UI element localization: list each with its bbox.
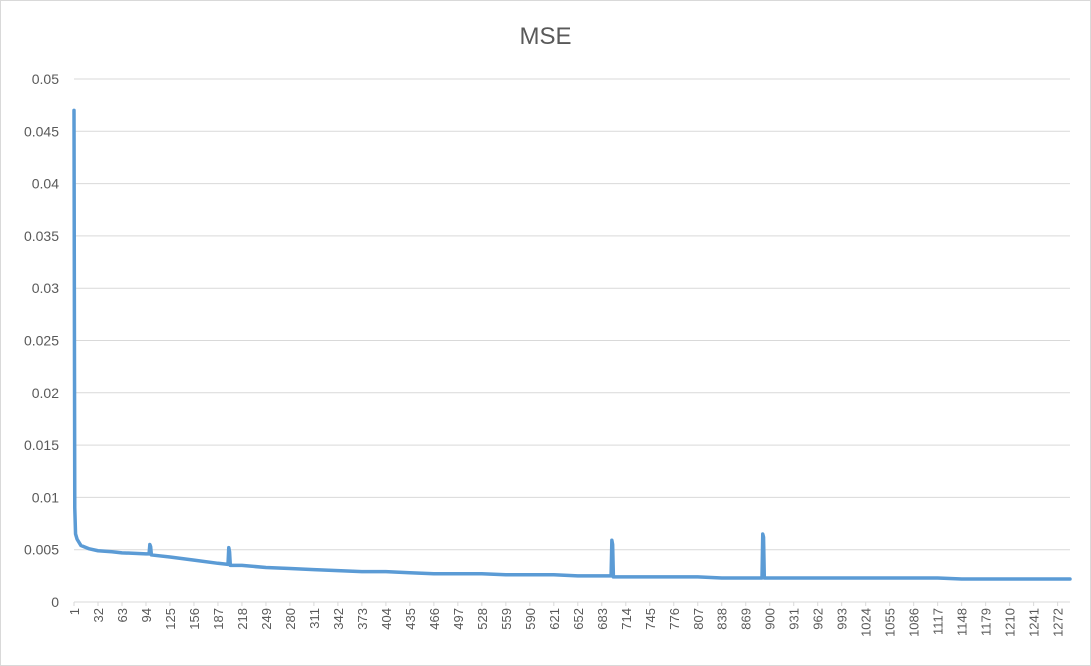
x-tick-label: 962 — [811, 608, 826, 630]
x-tick-label: 187 — [211, 608, 226, 630]
x-tick-label: 993 — [835, 608, 850, 630]
x-tick-label: 900 — [763, 608, 778, 630]
x-axis-labels: 1 32 63 94 125 156 187 218 249 280 311 342 373 404 435… — [67, 608, 1066, 637]
x-tick-label: 590 — [523, 608, 538, 630]
x-tick-label: 1024 — [859, 608, 874, 637]
x-tick-label: 342 — [331, 608, 346, 630]
x-tick-label: 1272 — [1051, 608, 1066, 637]
x-tick-label: 94 — [139, 608, 154, 622]
x-tick-label: 1241 — [1027, 608, 1042, 637]
x-tick-label: 280 — [283, 608, 298, 630]
x-tick-label: 497 — [451, 608, 466, 630]
x-tick-label: 218 — [235, 608, 250, 630]
y-tick-label: 0.04 — [32, 176, 59, 192]
x-tick-label: 466 — [427, 608, 442, 630]
x-tick-label: 559 — [499, 608, 514, 630]
x-tick-label: 1055 — [883, 608, 898, 637]
y-tick-label: 0.035 — [24, 228, 59, 244]
x-tick-label: 63 — [115, 608, 130, 622]
chart-title: MSE — [519, 23, 572, 50]
x-tick-label: 621 — [547, 608, 562, 630]
x-tick-label: 1 — [67, 608, 82, 615]
x-tick-label: 807 — [691, 608, 706, 630]
y-tick-label: 0.005 — [24, 542, 59, 558]
y-tick-label: 0.02 — [32, 385, 59, 401]
y-tick-label: 0.015 — [24, 437, 59, 453]
x-tick-label: 652 — [571, 608, 586, 630]
x-tick-label: 528 — [475, 608, 490, 630]
x-tick-label: 32 — [91, 608, 106, 622]
x-tick-label: 404 — [379, 608, 394, 630]
x-tick-label: 1179 — [979, 608, 994, 636]
x-tick-label: 373 — [355, 608, 370, 630]
y-tick-label: 0.01 — [32, 489, 59, 505]
x-tick-label: 311 — [307, 608, 322, 629]
x-tick-label: 1117 — [931, 608, 946, 635]
x-tick-label: 1086 — [907, 608, 922, 637]
y-tick-label: 0.045 — [24, 123, 59, 139]
x-tick-label: 714 — [619, 608, 634, 630]
series-layer — [72, 108, 1072, 581]
x-tick-label: 1148 — [955, 608, 970, 636]
x-tick-label: 1210 — [1003, 608, 1018, 637]
x-tick-label: 683 — [595, 608, 610, 630]
x-tick-label: 838 — [715, 608, 730, 630]
x-tick-label: 776 — [667, 608, 682, 630]
x-tick-label: 745 — [643, 608, 658, 630]
x-tick-label: 869 — [739, 608, 754, 630]
x-tick-label: 156 — [187, 608, 202, 630]
y-axis-labels: 0 0.005 0.01 0.015 0.02 0.025 0.03 0.035 0.04 0.0… — [24, 71, 59, 610]
x-tick-label: 125 — [163, 608, 178, 630]
y-tick-label: 0.025 — [24, 333, 59, 349]
x-tick-label: 435 — [403, 608, 418, 630]
x-tick-label: 249 — [259, 608, 274, 630]
mse-series-line — [72, 108, 1072, 581]
y-tick-label: 0.03 — [32, 280, 59, 296]
y-tick-label: 0 — [51, 594, 59, 610]
x-tick-label: 931 — [787, 608, 802, 630]
x-axis — [73, 601, 1070, 606]
y-tick-label: 0.05 — [32, 71, 59, 87]
gridlines — [74, 78, 1070, 551]
